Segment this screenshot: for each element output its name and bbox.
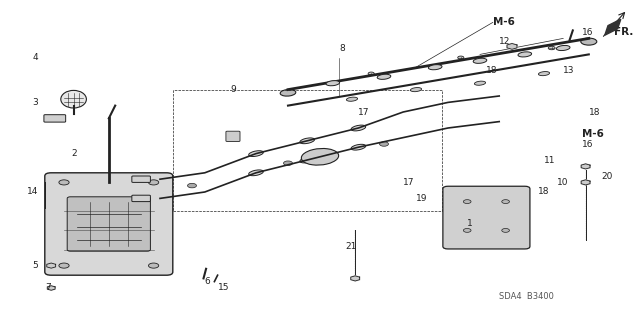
Ellipse shape — [538, 72, 550, 76]
FancyBboxPatch shape — [67, 197, 150, 251]
Text: 1: 1 — [467, 220, 473, 228]
FancyBboxPatch shape — [443, 186, 530, 249]
FancyBboxPatch shape — [226, 131, 240, 141]
FancyBboxPatch shape — [44, 115, 66, 122]
Text: 18: 18 — [538, 188, 549, 196]
Circle shape — [59, 263, 69, 268]
Ellipse shape — [61, 91, 86, 108]
Circle shape — [502, 228, 509, 232]
Ellipse shape — [351, 125, 365, 131]
Text: 19: 19 — [416, 194, 428, 203]
Circle shape — [380, 142, 388, 146]
Circle shape — [463, 200, 471, 204]
Text: FR.: FR. — [614, 27, 634, 37]
Ellipse shape — [556, 45, 570, 51]
Ellipse shape — [301, 148, 339, 165]
Text: 18: 18 — [589, 108, 600, 116]
Text: 13: 13 — [563, 66, 575, 75]
Polygon shape — [507, 44, 517, 49]
Text: 14: 14 — [27, 188, 38, 196]
Ellipse shape — [474, 81, 486, 85]
Text: SDA4  B3400: SDA4 B3400 — [499, 292, 554, 301]
Text: 12: 12 — [499, 37, 511, 46]
Text: 9: 9 — [230, 85, 236, 94]
Ellipse shape — [351, 144, 365, 150]
Ellipse shape — [280, 90, 296, 96]
Text: M-6: M-6 — [582, 129, 604, 140]
Text: 7: 7 — [45, 284, 51, 292]
Polygon shape — [581, 180, 590, 185]
Ellipse shape — [581, 38, 597, 45]
Text: 8: 8 — [339, 44, 345, 52]
Circle shape — [148, 263, 159, 268]
Text: 4: 4 — [33, 53, 38, 62]
Text: 16: 16 — [582, 140, 594, 148]
Polygon shape — [47, 286, 55, 290]
Circle shape — [148, 180, 159, 185]
Polygon shape — [605, 19, 621, 35]
Text: 20: 20 — [602, 172, 613, 180]
Text: 15: 15 — [218, 284, 229, 292]
Text: 16: 16 — [582, 28, 594, 36]
Text: 11: 11 — [544, 156, 556, 164]
Circle shape — [463, 228, 471, 232]
Ellipse shape — [249, 170, 263, 176]
FancyBboxPatch shape — [45, 173, 173, 275]
Ellipse shape — [300, 157, 314, 163]
Polygon shape — [351, 276, 360, 281]
Circle shape — [548, 46, 555, 50]
Ellipse shape — [249, 151, 263, 156]
Polygon shape — [47, 263, 56, 268]
FancyBboxPatch shape — [132, 176, 150, 182]
Text: 17: 17 — [403, 178, 415, 187]
Ellipse shape — [518, 52, 532, 57]
Ellipse shape — [473, 58, 487, 63]
FancyBboxPatch shape — [132, 195, 150, 202]
Text: 2: 2 — [71, 149, 77, 158]
Text: 5: 5 — [33, 261, 38, 270]
Text: 3: 3 — [33, 98, 38, 107]
Circle shape — [284, 161, 292, 165]
Circle shape — [502, 200, 509, 204]
Ellipse shape — [346, 97, 358, 101]
Text: 6: 6 — [205, 277, 211, 286]
Ellipse shape — [377, 74, 391, 79]
Polygon shape — [581, 164, 590, 169]
Ellipse shape — [410, 88, 422, 92]
Text: M-6: M-6 — [493, 17, 515, 28]
Circle shape — [59, 180, 69, 185]
Text: 18: 18 — [486, 66, 498, 75]
Text: 10: 10 — [557, 178, 568, 187]
Text: 17: 17 — [358, 108, 370, 116]
Circle shape — [458, 56, 464, 59]
Text: 21: 21 — [346, 242, 357, 251]
Circle shape — [368, 72, 374, 75]
Ellipse shape — [326, 81, 340, 86]
Ellipse shape — [428, 65, 442, 70]
Circle shape — [188, 183, 196, 188]
Ellipse shape — [300, 138, 314, 144]
